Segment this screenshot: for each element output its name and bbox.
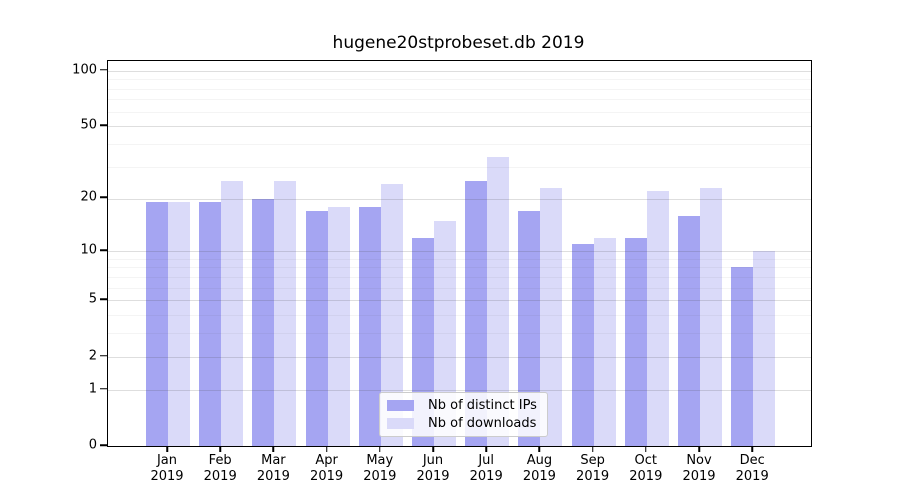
- chart-title: hugene20stprobeset.db 2019: [332, 33, 585, 53]
- x-tick-label-jul: Jul 2019: [469, 453, 503, 485]
- gridline-80: [108, 88, 811, 90]
- y-tick-label-20: 20: [80, 189, 97, 205]
- bar-feb-downloads: [221, 181, 244, 446]
- gridline-9: [108, 258, 811, 260]
- x-tick-mark-sep: [591, 446, 594, 452]
- bar-feb-ips: [199, 202, 222, 446]
- gridline-1: [108, 389, 811, 391]
- legend-swatch-ips: [387, 400, 414, 411]
- bar-dec-ips: [731, 267, 754, 446]
- bar-aug-downloads: [540, 187, 563, 446]
- y-tick-mark-20: [100, 196, 107, 199]
- x-tick-label-oct: Oct 2019: [629, 453, 663, 485]
- y-tick-mark-100: [100, 69, 107, 71]
- gridline-90: [108, 79, 811, 81]
- gridline-40: [108, 144, 811, 146]
- legend-item-downloads: Nb of downloads: [387, 417, 537, 430]
- bars-layer: [108, 61, 811, 446]
- y-tick-mark-0: [100, 444, 107, 446]
- x-tick-mark-dec: [751, 446, 753, 452]
- x-tick-label-may: May 2019: [363, 453, 397, 485]
- x-tick-mark-apr: [325, 446, 328, 452]
- x-tick-mark-nov: [698, 446, 700, 452]
- bar-dec-downloads: [753, 251, 776, 446]
- x-tick-mark-mar: [272, 446, 275, 452]
- gridline-2: [108, 356, 811, 358]
- gridline-20: [108, 198, 811, 200]
- legend: Nb of distinct IPs Nb of downloads: [379, 392, 548, 437]
- y-tick-label-0: 0: [88, 437, 97, 453]
- bar-aug-ips: [518, 211, 541, 446]
- y-tick-mark-1: [100, 387, 107, 390]
- gridline-100: [108, 70, 811, 72]
- gridline-50: [108, 126, 811, 128]
- gridline-5: [108, 300, 811, 302]
- bar-mar-ips: [252, 198, 275, 446]
- gridline-30: [108, 166, 811, 168]
- y-tick-label-10: 10: [80, 242, 97, 258]
- x-tick-mark-oct: [645, 446, 647, 452]
- gridline-6: [108, 287, 811, 289]
- bar-jul-ips: [465, 181, 488, 446]
- gridline-7: [108, 276, 811, 278]
- y-tick-label-100: 100: [72, 62, 97, 78]
- x-tick-label-jan: Jan 2019: [150, 453, 184, 485]
- x-tick-mark-jun: [432, 446, 434, 452]
- bar-nov-ips: [678, 215, 700, 446]
- y-tick-mark-2: [100, 354, 107, 357]
- gridline-3: [108, 333, 811, 335]
- legend-label-ips: Nb of distinct IPs: [428, 398, 537, 413]
- gridline-70: [108, 99, 811, 101]
- bar-jan-downloads: [168, 202, 190, 446]
- legend-label-downloads: Nb of downloads: [428, 416, 537, 431]
- x-tick-mark-may: [379, 446, 381, 452]
- x-tick-label-feb: Feb 2019: [203, 453, 237, 485]
- bar-jul-downloads: [487, 157, 510, 446]
- gridline-8: [108, 267, 811, 269]
- x-tick-mark-jan: [166, 446, 168, 452]
- bar-apr-downloads: [327, 206, 350, 446]
- bar-may-ips: [358, 206, 381, 446]
- y-tick-mark-10: [100, 249, 107, 251]
- x-tick-mark-jul: [485, 446, 487, 452]
- gridline-60: [108, 111, 811, 113]
- x-tick-mark-feb: [219, 446, 221, 452]
- y-tick-label-2: 2: [88, 348, 97, 364]
- bar-jun-downloads: [434, 220, 456, 446]
- y-tick-mark-50: [100, 124, 107, 127]
- legend-swatch-downloads: [387, 418, 414, 429]
- x-tick-label-nov: Nov 2019: [682, 453, 716, 485]
- x-tick-label-jun: Jun 2019: [416, 453, 450, 485]
- y-tick-label-5: 5: [88, 291, 97, 307]
- y-tick-mark-5: [100, 298, 107, 301]
- gridline-4: [108, 315, 811, 317]
- x-tick-label-mar: Mar 2019: [256, 453, 290, 485]
- x-tick-mark-aug: [538, 446, 541, 452]
- bar-may-downloads: [380, 184, 403, 446]
- legend-item-ips: Nb of distinct IPs: [387, 399, 537, 412]
- bar-mar-downloads: [274, 181, 297, 446]
- bar-apr-ips: [305, 211, 328, 446]
- bar-nov-downloads: [700, 187, 722, 446]
- x-tick-label-aug: Aug 2019: [522, 453, 556, 485]
- bar-sep-ips: [571, 244, 594, 446]
- x-tick-label-dec: Dec 2019: [735, 453, 769, 485]
- bar-oct-ips: [624, 237, 647, 446]
- bar-oct-downloads: [646, 191, 669, 446]
- y-tick-label-50: 50: [80, 117, 97, 133]
- x-tick-label-apr: Apr 2019: [310, 453, 344, 485]
- y-tick-label-1: 1: [88, 381, 97, 397]
- grid-layer: [108, 61, 811, 446]
- x-tick-label-sep: Sep 2019: [576, 453, 610, 485]
- bar-sep-downloads: [593, 237, 616, 446]
- bar-jan-ips: [146, 202, 168, 446]
- plot-area: Nb of distinct IPs Nb of downloads: [107, 60, 812, 447]
- gridline-10: [108, 251, 811, 253]
